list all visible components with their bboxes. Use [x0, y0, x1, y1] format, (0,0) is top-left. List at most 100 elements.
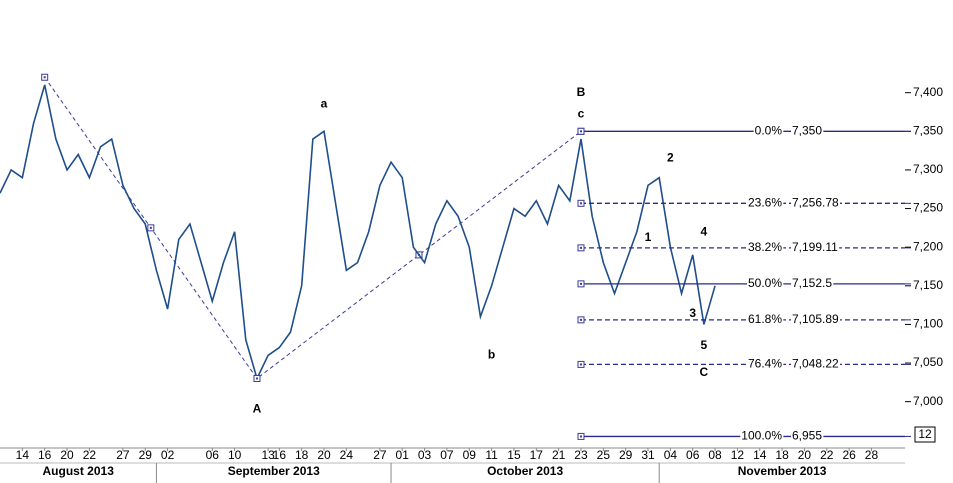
- wave-line: [44, 76, 582, 380]
- x-tick-label: 25: [597, 448, 611, 462]
- x-tick-label: 26: [842, 448, 856, 462]
- fib-percent: 50.0%: [748, 276, 782, 290]
- fib-anchor-dot: [579, 246, 582, 249]
- fib-label-bg: [746, 276, 784, 291]
- wave-midpoint-dot: [149, 226, 152, 229]
- fib-anchor-dot: [579, 282, 582, 285]
- y-tick-label: 7,200: [913, 239, 943, 253]
- x-tick-label: 20: [60, 448, 74, 462]
- x-tick-label: 20: [798, 448, 812, 462]
- x-tick-label: 16: [38, 448, 52, 462]
- wave-annotation: A: [253, 402, 262, 416]
- month-label: August 2013: [43, 464, 115, 478]
- wave-annotation: 4: [701, 225, 708, 239]
- fib-label-bg: [791, 195, 841, 210]
- x-tick-label: 18: [295, 448, 309, 462]
- wave-annotation: C: [700, 365, 709, 379]
- x-tick-label: 06: [206, 448, 220, 462]
- fib-label-bg: [791, 276, 834, 291]
- fib-percent: 23.6%: [748, 195, 782, 209]
- fib-anchor-dot: [579, 435, 582, 438]
- y-tick-label: 7,150: [913, 278, 943, 292]
- x-tick-label: 07: [440, 448, 454, 462]
- x-tick-label: 22: [820, 448, 834, 462]
- wave-annotation: 3: [689, 306, 696, 320]
- x-tick-label: 31: [641, 448, 655, 462]
- x-tick-label: 17: [530, 448, 544, 462]
- x-tick-label: 01: [396, 448, 410, 462]
- x-tick-label: 12: [731, 448, 745, 462]
- fib-label-bg: [791, 312, 841, 327]
- wave-annotation: a: [321, 96, 328, 110]
- x-tick-label: 29: [139, 448, 153, 462]
- fib-percent: 0.0%: [755, 123, 783, 137]
- fib-value: 7,105.89: [792, 312, 839, 326]
- fib-value: 7,048.22: [792, 357, 839, 371]
- fib-label-bg: [746, 356, 784, 371]
- month-label: October 2013: [487, 464, 563, 478]
- y-tick-label: 7,250: [913, 201, 943, 215]
- fib-label-bg: [791, 123, 824, 138]
- wave-point-dot: [43, 76, 46, 79]
- fib-label-bg: [746, 240, 784, 255]
- price-line: [0, 84, 716, 381]
- fib-label-bg: [791, 356, 841, 371]
- x-tick-label: 11: [485, 448, 498, 462]
- wave-point-dot: [255, 377, 258, 380]
- fib-label-bg: [746, 195, 784, 210]
- wave-annotation: 5: [701, 338, 708, 352]
- x-tick-label: 04: [664, 448, 678, 462]
- fib-label-bg: [791, 240, 840, 255]
- x-tick-label: 15: [507, 448, 521, 462]
- fib-value: 7,256.78: [792, 195, 839, 209]
- x-tick-label: 28: [865, 448, 879, 462]
- fib-percent: 38.2%: [748, 240, 782, 254]
- corner-box: [914, 426, 936, 443]
- x-tick-label: 27: [373, 448, 387, 462]
- corner-label: 12: [918, 427, 932, 441]
- y-tick-label: 7,350: [913, 123, 943, 137]
- fib-percent: 61.8%: [748, 312, 782, 326]
- fib-value: 7,199.11: [792, 240, 838, 254]
- fib-anchor-dot: [579, 202, 582, 205]
- x-tick-label: 09: [463, 448, 477, 462]
- fib-anchor-dot: [579, 318, 582, 321]
- y-tick-label: 7,000: [913, 394, 943, 408]
- fib-anchor-dot: [579, 130, 582, 133]
- x-tick-label: 13: [261, 448, 275, 462]
- y-tick-label: 7,300: [913, 162, 943, 176]
- x-tick-label: 21: [552, 448, 566, 462]
- x-tick-label: 20: [317, 448, 331, 462]
- x-tick-label: 23: [574, 448, 588, 462]
- x-tick-label: 22: [83, 448, 97, 462]
- x-tick-label: 10: [228, 448, 242, 462]
- fib-value: 6,955: [792, 429, 822, 443]
- fib-label-bg: [746, 312, 784, 327]
- x-tick-label: 06: [686, 448, 700, 462]
- fib-label-bg: [740, 428, 784, 443]
- wave-annotation: b: [488, 347, 495, 361]
- wave-annotation: 2: [667, 151, 674, 165]
- fib-percent: 76.4%: [748, 357, 782, 371]
- wave-annotation: 1: [645, 230, 652, 244]
- x-tick-label: 02: [161, 448, 175, 462]
- x-tick-label: 18: [775, 448, 789, 462]
- x-tick-label: 24: [340, 448, 354, 462]
- x-tick-label: 03: [418, 448, 432, 462]
- x-tick-label: 27: [116, 448, 130, 462]
- fib-label-bg: [791, 428, 824, 443]
- month-label: November 2013: [738, 464, 827, 478]
- y-tick-label: 7,050: [913, 355, 943, 369]
- x-tick-label: 14: [753, 448, 767, 462]
- fib-percent: 100.0%: [741, 429, 782, 443]
- x-tick-label: 08: [708, 448, 722, 462]
- x-tick-label: 29: [619, 448, 633, 462]
- y-tick-label: 7,100: [913, 317, 943, 331]
- month-label: September 2013: [228, 464, 320, 478]
- x-tick-label: 16: [273, 448, 287, 462]
- wave-annotation: c: [578, 106, 585, 120]
- fib-anchor-dot: [579, 363, 582, 366]
- x-tick-label: 14: [16, 448, 30, 462]
- fib-value: 7,152.5: [792, 276, 832, 290]
